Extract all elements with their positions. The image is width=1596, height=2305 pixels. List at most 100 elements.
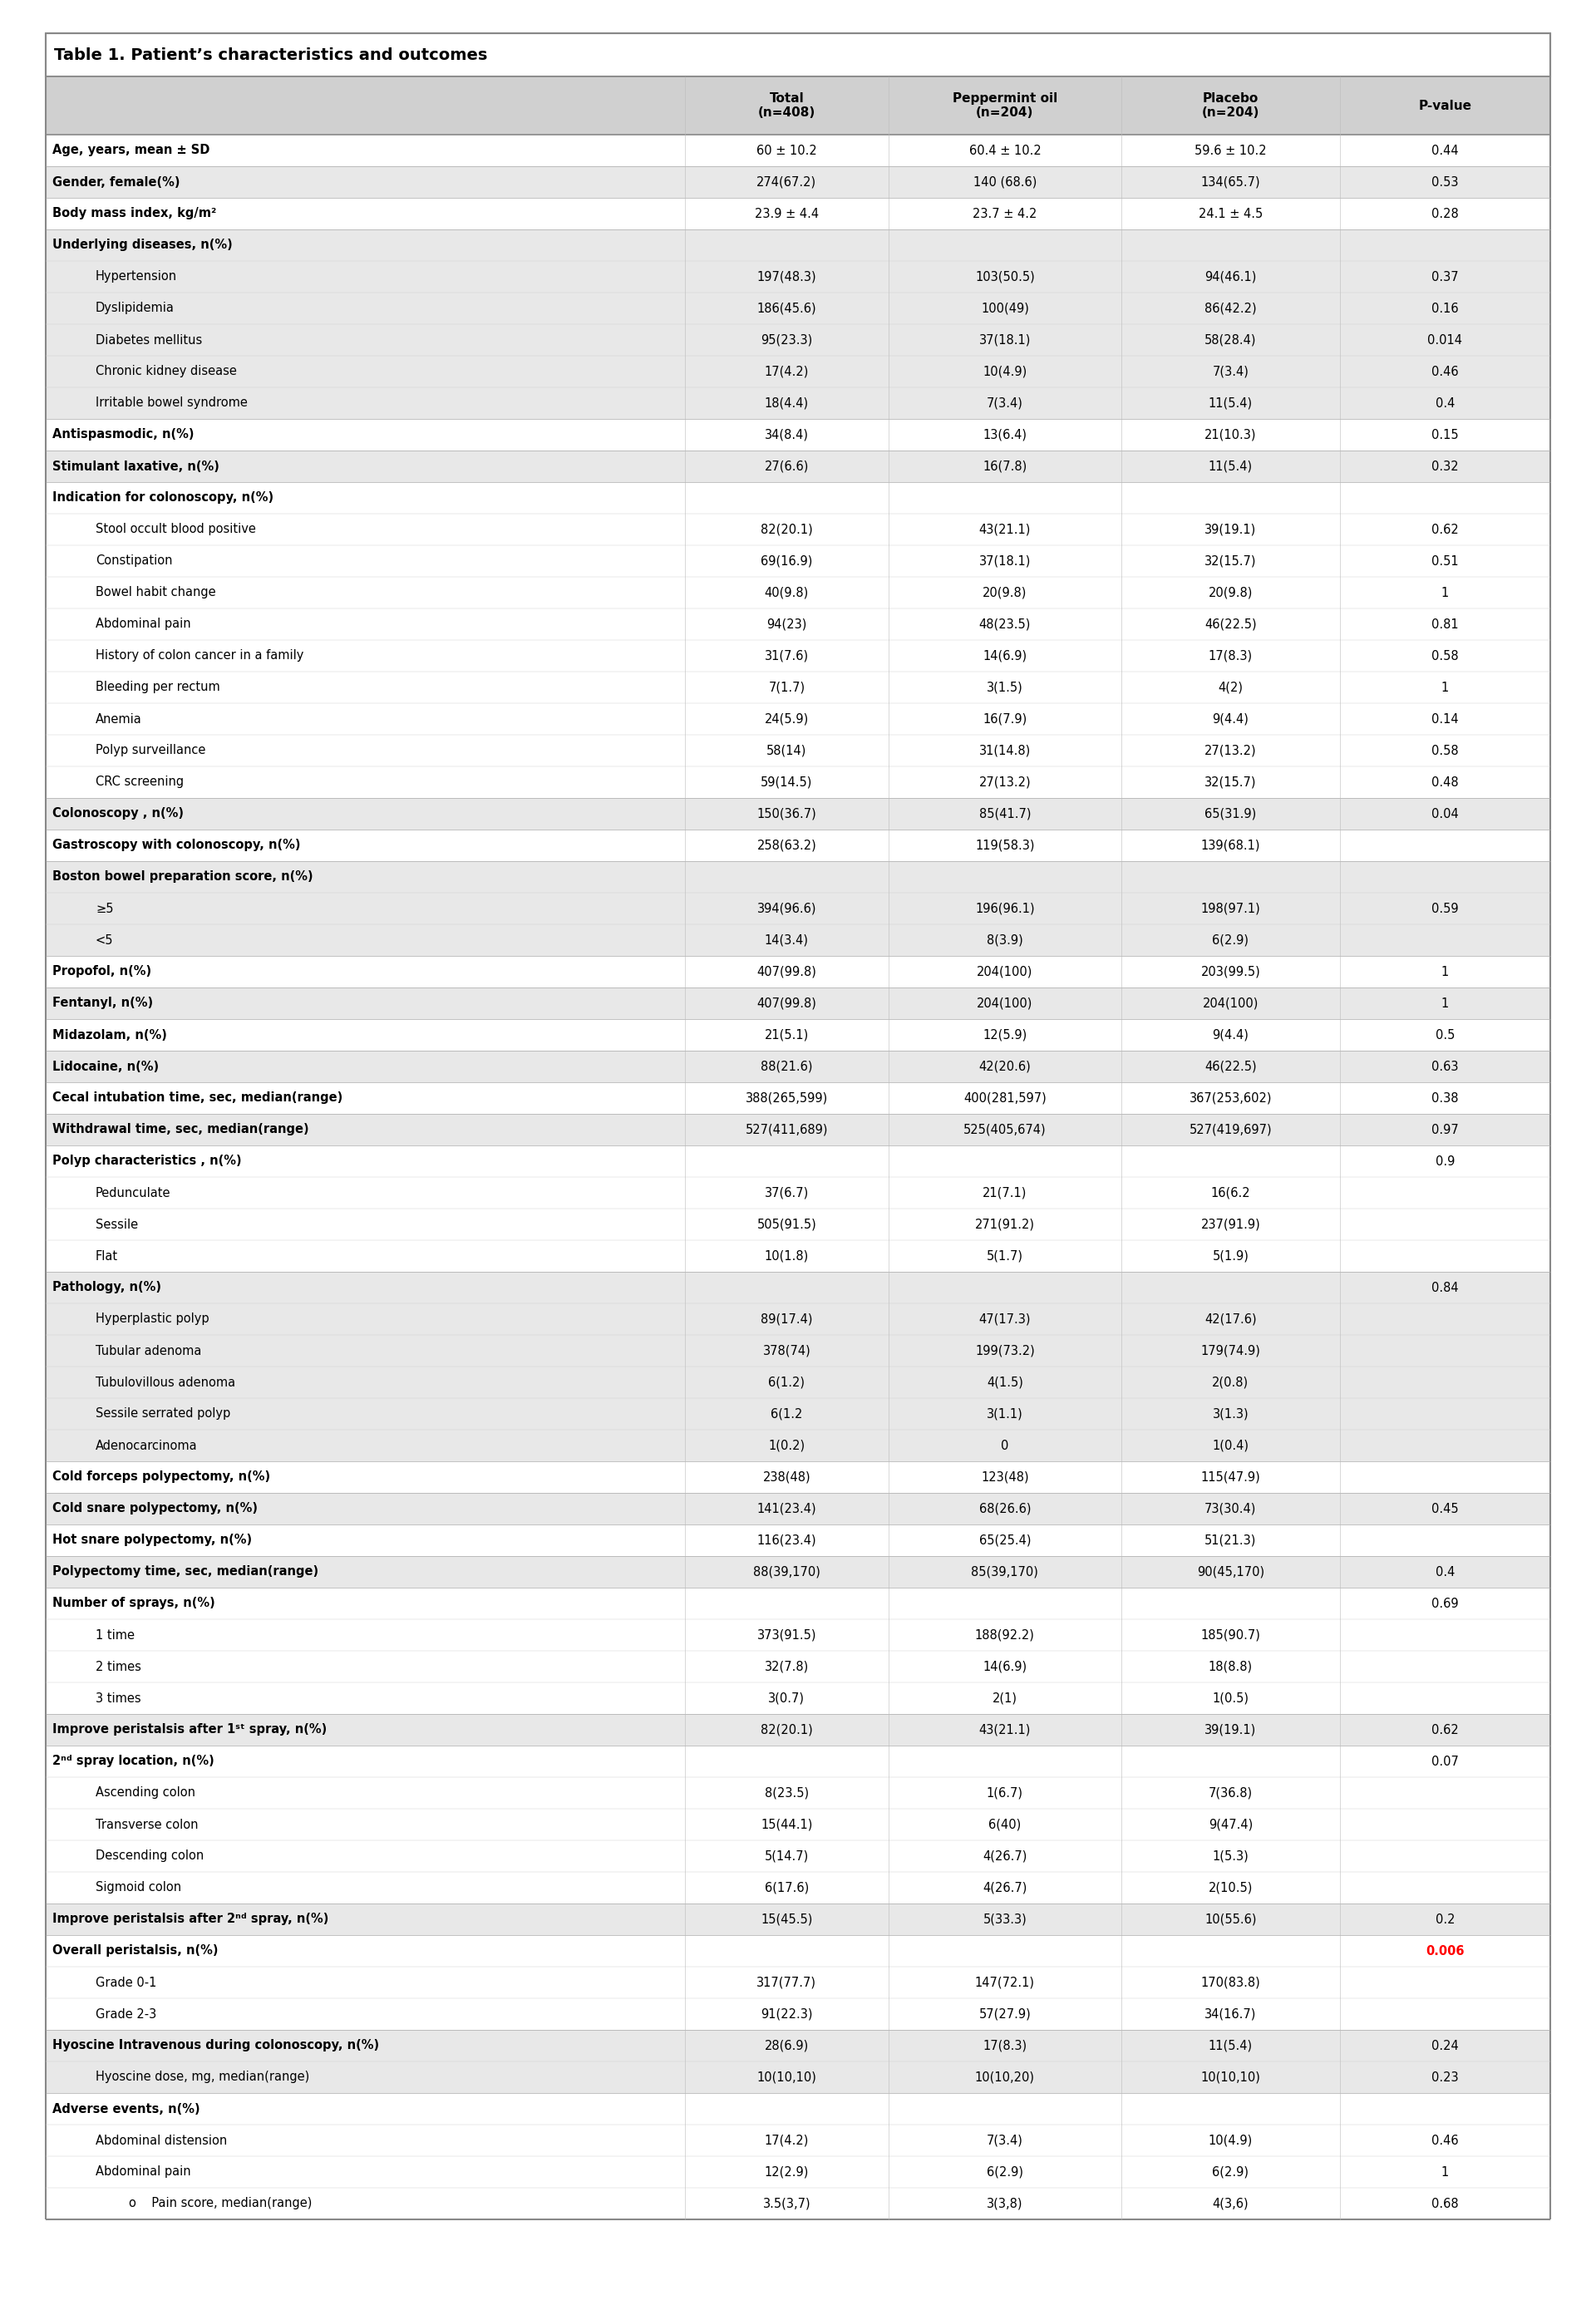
Text: 373(91.5): 373(91.5) xyxy=(757,1630,817,1641)
Text: 3 times: 3 times xyxy=(96,1692,140,1703)
Text: 20(9.8): 20(9.8) xyxy=(983,585,1028,599)
Bar xyxy=(46,2061,1550,2093)
Text: 123(48): 123(48) xyxy=(982,1471,1029,1484)
Text: 90(45,170): 90(45,170) xyxy=(1197,1565,1264,1579)
Bar xyxy=(46,325,1550,355)
Text: 24.1 ± 4.5: 24.1 ± 4.5 xyxy=(1199,207,1262,219)
Text: P-value: P-value xyxy=(1419,99,1472,113)
Text: 0.014: 0.014 xyxy=(1427,334,1462,346)
Text: Abdominal distension: Abdominal distension xyxy=(96,2134,227,2146)
Text: 525(405,674): 525(405,674) xyxy=(964,1123,1047,1136)
Text: 0.58: 0.58 xyxy=(1432,745,1459,756)
Text: 88(21.6): 88(21.6) xyxy=(761,1060,812,1072)
Text: Table 1. Patient’s characteristics and outcomes: Table 1. Patient’s characteristics and o… xyxy=(54,46,487,62)
Text: 10(10,10): 10(10,10) xyxy=(1200,2070,1261,2084)
Text: 116(23.4): 116(23.4) xyxy=(757,1535,817,1547)
Bar xyxy=(46,355,1550,387)
Text: 5(1.9): 5(1.9) xyxy=(1213,1249,1248,1263)
Text: Adenocarcinoma: Adenocarcinoma xyxy=(96,1438,198,1452)
Text: Sessile: Sessile xyxy=(96,1217,139,1231)
Text: Lidocaine, n(%): Lidocaine, n(%) xyxy=(53,1060,160,1072)
Text: Sigmoid colon: Sigmoid colon xyxy=(96,1881,182,1895)
Text: Improve peristalsis after 2ⁿᵈ spray, n(%): Improve peristalsis after 2ⁿᵈ spray, n(%… xyxy=(53,1913,329,1925)
Bar xyxy=(46,1556,1550,1588)
Text: Bleeding per rectum: Bleeding per rectum xyxy=(96,682,220,694)
Bar xyxy=(46,1998,1550,2031)
Text: 0.45: 0.45 xyxy=(1432,1503,1459,1514)
Bar xyxy=(46,1461,1550,1494)
Text: 10(10,10): 10(10,10) xyxy=(757,2070,817,2084)
Text: 85(41.7): 85(41.7) xyxy=(978,807,1031,821)
Text: Indication for colonoscopy, n(%): Indication for colonoscopy, n(%) xyxy=(53,491,273,505)
Text: 0.32: 0.32 xyxy=(1432,461,1459,473)
Text: 51(21.3): 51(21.3) xyxy=(1205,1535,1256,1547)
Text: Cecal intubation time, sec, median(range): Cecal intubation time, sec, median(range… xyxy=(53,1093,343,1104)
Text: 1: 1 xyxy=(1441,998,1449,1010)
Text: 14(3.4): 14(3.4) xyxy=(764,934,809,947)
Text: 407(99.8): 407(99.8) xyxy=(757,966,817,977)
Text: 20(9.8): 20(9.8) xyxy=(1208,585,1253,599)
Text: 317(77.7): 317(77.7) xyxy=(757,1975,817,1989)
Text: Placebo
(n=204): Placebo (n=204) xyxy=(1202,92,1259,120)
Text: Flat: Flat xyxy=(96,1249,118,1263)
Text: 3(3,8): 3(3,8) xyxy=(986,2197,1023,2210)
Text: 0.81: 0.81 xyxy=(1432,618,1459,632)
Text: 0.2: 0.2 xyxy=(1435,1913,1454,1925)
Text: 15(44.1): 15(44.1) xyxy=(761,1819,812,1830)
Text: 68(26.6): 68(26.6) xyxy=(978,1503,1031,1514)
Text: 42(17.6): 42(17.6) xyxy=(1205,1314,1256,1325)
Text: 86(42.2): 86(42.2) xyxy=(1205,302,1256,313)
Bar xyxy=(46,1083,1550,1113)
Text: History of colon cancer in a family: History of colon cancer in a family xyxy=(96,650,303,662)
Text: 204(100): 204(100) xyxy=(977,998,1033,1010)
Bar xyxy=(46,1809,1550,1839)
Bar xyxy=(46,1839,1550,1872)
Text: 65(31.9): 65(31.9) xyxy=(1205,807,1256,821)
Text: 47(17.3): 47(17.3) xyxy=(978,1314,1031,1325)
Text: 4(3,6): 4(3,6) xyxy=(1213,2197,1248,2210)
Text: 42(20.6): 42(20.6) xyxy=(978,1060,1031,1072)
Text: 59(14.5): 59(14.5) xyxy=(761,777,812,788)
Text: 204(100): 204(100) xyxy=(1202,998,1259,1010)
Text: 46(22.5): 46(22.5) xyxy=(1205,1060,1256,1072)
Text: 37(18.1): 37(18.1) xyxy=(978,334,1031,346)
Bar xyxy=(46,957,1550,987)
Bar xyxy=(46,1650,1550,1683)
Text: 12(5.9): 12(5.9) xyxy=(983,1028,1026,1042)
Text: 16(7.8): 16(7.8) xyxy=(983,461,1026,473)
Bar xyxy=(46,1178,1550,1208)
Text: 85(39,170): 85(39,170) xyxy=(972,1565,1039,1579)
Text: 95(23.3): 95(23.3) xyxy=(761,334,812,346)
Bar xyxy=(46,609,1550,641)
Text: Number of sprays, n(%): Number of sprays, n(%) xyxy=(53,1597,215,1609)
Text: 82(20.1): 82(20.1) xyxy=(761,1724,812,1736)
Bar xyxy=(46,735,1550,765)
Text: Hot snare polypectomy, n(%): Hot snare polypectomy, n(%) xyxy=(53,1535,252,1547)
Bar xyxy=(46,2093,1550,2125)
Bar xyxy=(46,514,1550,546)
Text: Cold forceps polypectomy, n(%): Cold forceps polypectomy, n(%) xyxy=(53,1471,270,1484)
Bar xyxy=(46,1272,1550,1302)
Text: 10(1.8): 10(1.8) xyxy=(764,1249,809,1263)
Text: 31(7.6): 31(7.6) xyxy=(764,650,809,662)
Text: 0.9: 0.9 xyxy=(1435,1155,1454,1166)
Text: 0.5: 0.5 xyxy=(1435,1028,1454,1042)
Text: 48(23.5): 48(23.5) xyxy=(978,618,1031,632)
Text: 31(14.8): 31(14.8) xyxy=(978,745,1031,756)
Text: 115(47.9): 115(47.9) xyxy=(1200,1471,1261,1484)
Bar xyxy=(46,293,1550,325)
Text: 258(63.2): 258(63.2) xyxy=(757,839,817,851)
Text: 23.9 ± 4.4: 23.9 ± 4.4 xyxy=(755,207,819,219)
Text: 179(74.9): 179(74.9) xyxy=(1200,1344,1261,1358)
Text: 505(91.5): 505(91.5) xyxy=(757,1217,817,1231)
Text: 0.04: 0.04 xyxy=(1432,807,1459,821)
Bar xyxy=(46,1051,1550,1083)
Text: 58(28.4): 58(28.4) xyxy=(1205,334,1256,346)
Bar xyxy=(46,2155,1550,2187)
Text: 6(17.6): 6(17.6) xyxy=(764,1881,809,1895)
Text: 13(6.4): 13(6.4) xyxy=(983,429,1026,440)
Text: 40(9.8): 40(9.8) xyxy=(764,585,809,599)
Bar xyxy=(46,1745,1550,1777)
Text: 0.46: 0.46 xyxy=(1432,2134,1459,2146)
Text: 34(16.7): 34(16.7) xyxy=(1205,2008,1256,2019)
